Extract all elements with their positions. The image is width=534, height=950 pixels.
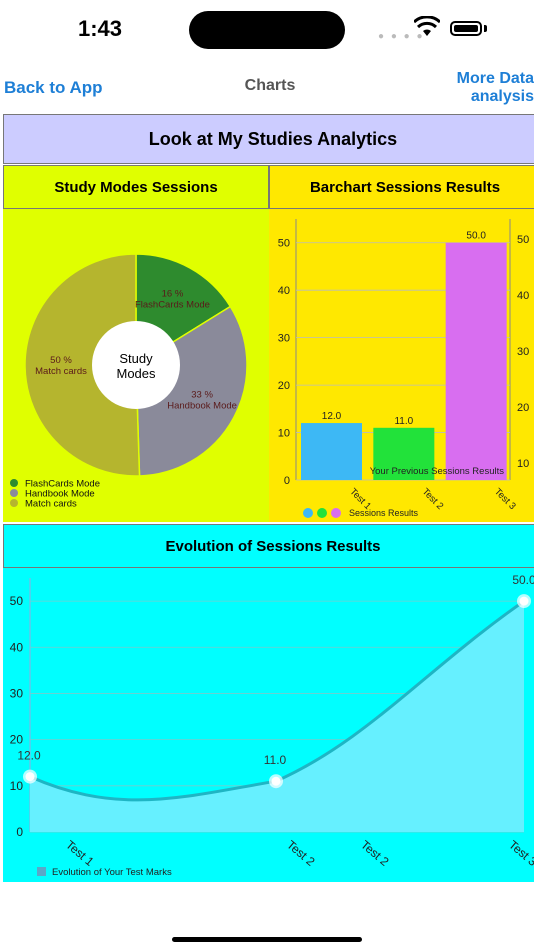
pie-legend-label: FlashCards Mode — [25, 479, 100, 490]
bar-legend-swatch — [317, 508, 327, 518]
pie-center-line2: Modes — [116, 366, 156, 381]
evo-y-tick: 40 — [10, 640, 24, 654]
bar-panel-title: Barchart Sessions Results — [309, 178, 501, 196]
bar-legend-swatch — [331, 508, 341, 518]
bar-annotation: Your Previous Sessions Results — [370, 466, 505, 477]
bar-y-tick-right: 50 — [517, 234, 529, 246]
pie-slice-percent: 16 % — [162, 288, 184, 299]
evo-value-label: 12.0 — [17, 749, 41, 763]
evo-value-label: 11.0 — [264, 753, 287, 767]
pie-legend-swatch — [10, 489, 18, 497]
evolution-chart[interactable]: 0 10 20 30 40 50 12.0 11.0 50.0 Test 1 Test 2 Test … — [3, 568, 534, 882]
bar-panel-header: Barchart Sessions Results — [269, 165, 534, 209]
bar-value-label: 50.0 — [466, 231, 486, 242]
pie-slice[interactable] — [24, 253, 141, 477]
bar-value-label: 11.0 — [394, 416, 413, 427]
bar-y-tick: 20 — [278, 380, 290, 392]
pie-slice-label: Match cards — [35, 366, 87, 377]
evo-y-tick: 30 — [10, 686, 24, 700]
bar-y-tick-right: 30 — [517, 346, 529, 358]
main-header: Look at My Studies Analytics — [3, 114, 534, 164]
bar-y-tick: 50 — [278, 238, 290, 250]
pie-slice-label: FlashCards Mode — [135, 299, 210, 310]
pie-legend-swatch — [10, 499, 18, 507]
battery-cap — [484, 25, 487, 32]
battery-icon — [450, 21, 482, 36]
evo-legend-label: Evolution of Your Test Marks — [52, 867, 172, 878]
evo-area-fill — [30, 601, 524, 832]
dynamic-island — [189, 11, 345, 49]
bar-y-tick: 30 — [278, 333, 290, 345]
evo-x-tick: Test 1 — [63, 838, 97, 870]
bar-y-tick: 10 — [278, 428, 290, 440]
bar[interactable] — [445, 242, 507, 480]
evo-point[interactable] — [519, 596, 529, 606]
nav-title: Charts — [244, 77, 296, 94]
signal-icon: ● ● ● ● — [378, 31, 425, 42]
pie-legend-swatch — [10, 479, 18, 487]
more-data-analysis-button[interactable]: More Data analysis — [420, 70, 534, 106]
evolution-panel: 0 10 20 30 40 50 12.0 11.0 50.0 Test 1 Test 2 Test … — [3, 568, 534, 882]
bar[interactable] — [373, 427, 435, 480]
pie-panel: Study Modes 16 % FlashCards Mode 33 % Handb… — [3, 209, 269, 522]
bar-x-tick: Test 3 — [492, 486, 518, 512]
evo-y-tick: 20 — [10, 733, 24, 747]
bar-legend-swatch — [303, 508, 313, 518]
evo-y-tick: 0 — [16, 825, 23, 839]
bar-y-tick-right: 10 — [517, 458, 529, 470]
pie-panel-header: Study Modes Sessions — [3, 165, 269, 209]
bar-y-tick: 0 — [284, 475, 290, 487]
evo-y-tick: 50 — [10, 594, 24, 608]
bar-panel: 0 10 20 30 40 50 10 20 30 40 50 12.0 Test 1 11.0 Test … — [269, 209, 534, 522]
pie-slice-label: Handbook Mode — [167, 400, 237, 411]
bar[interactable] — [301, 423, 362, 480]
evo-x-tick: Test 2 — [284, 838, 318, 870]
evolution-header: Evolution of Sessions Results — [3, 524, 534, 568]
bar-y-tick: 40 — [278, 285, 290, 297]
pie-center-line1: Study — [119, 351, 153, 366]
analysis-label: analysis — [470, 88, 534, 105]
pie-panel-title: Study Modes Sessions — [54, 178, 218, 196]
pie-center-hole — [92, 321, 180, 409]
pie-legend-label: Match cards — [25, 499, 77, 510]
evo-legend-swatch — [37, 867, 46, 876]
pie-slice-percent: 50 % — [50, 355, 72, 366]
more-data-label: More Data — [456, 70, 534, 87]
pie-slice-percent: 33 % — [191, 389, 213, 400]
evo-x-tick: Test 3 — [506, 838, 534, 870]
main-title: Look at My Studies Analytics — [148, 128, 398, 149]
status-time: 1:43 — [78, 16, 123, 41]
evolution-title: Evolution of Sessions Results — [165, 537, 381, 555]
bar-y-tick-right: 40 — [517, 290, 529, 302]
back-to-app-button[interactable]: Back to App — [4, 78, 103, 97]
wifi-icon — [414, 16, 440, 36]
evo-point[interactable] — [25, 772, 35, 782]
evo-value-label: 50.0 — [512, 573, 534, 587]
bar-y-tick-right: 20 — [517, 402, 529, 414]
pie-legend-label: Handbook Mode — [25, 489, 95, 500]
evo-point[interactable] — [271, 776, 281, 786]
evo-x-tick: Test 2 — [358, 838, 392, 870]
bar-legend-label: Sessions Results — [349, 508, 419, 518]
evo-y-tick: 10 — [10, 779, 24, 793]
bar-value-label: 12.0 — [322, 411, 342, 422]
home-indicator[interactable] — [172, 937, 362, 942]
bar-x-tick: Test 2 — [420, 486, 446, 512]
